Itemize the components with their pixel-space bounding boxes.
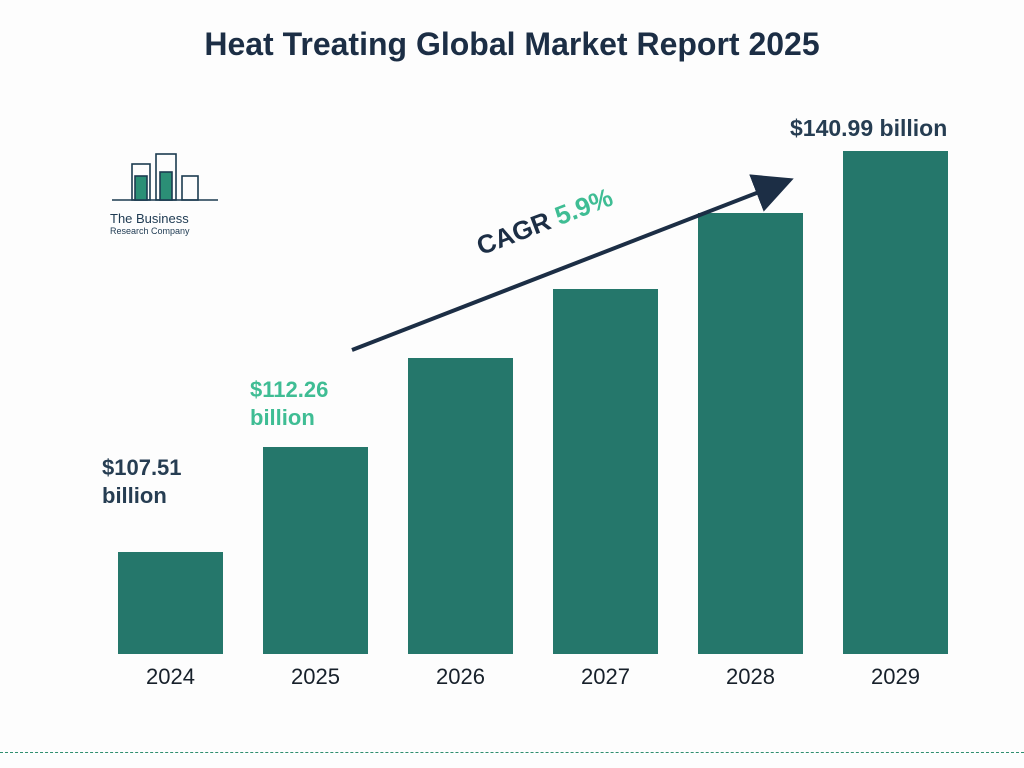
bottom-divider — [0, 752, 1024, 753]
chart-canvas: { "title": { "text": "Heat Treating Glob… — [0, 0, 1024, 768]
trend-arrow — [0, 0, 1024, 768]
